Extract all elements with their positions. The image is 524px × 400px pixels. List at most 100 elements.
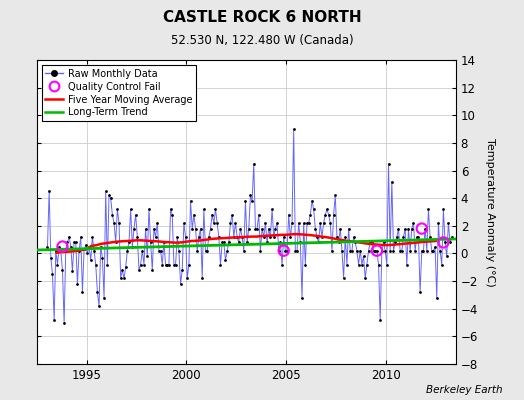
Point [238, 234, 246, 240]
Point [191, 225, 200, 232]
Point [65, 234, 73, 240]
Point [77, 234, 85, 240]
Point [126, 206, 135, 212]
Point [82, 242, 90, 248]
Point [83, 250, 92, 257]
Point [115, 220, 123, 226]
Point [350, 234, 358, 240]
Point [364, 248, 373, 254]
Point [356, 248, 364, 254]
Point [279, 248, 288, 254]
Point [426, 234, 434, 240]
Point [68, 268, 77, 275]
Point [100, 294, 108, 301]
Point [259, 234, 268, 240]
Point [429, 248, 438, 254]
Point [320, 220, 328, 226]
Point [424, 206, 433, 212]
Point [293, 248, 301, 254]
Point [373, 248, 381, 254]
Point [181, 234, 190, 240]
Point [300, 220, 308, 226]
Point [408, 225, 416, 232]
Point [223, 248, 232, 254]
Point [441, 239, 449, 246]
Point [348, 248, 356, 254]
Point [141, 225, 150, 232]
Point [253, 225, 261, 232]
Point [105, 192, 113, 199]
Point [361, 275, 369, 282]
Point [398, 248, 406, 254]
Point [48, 271, 57, 277]
Point [196, 225, 205, 232]
Point [208, 212, 216, 218]
Point [128, 243, 137, 250]
Point [256, 248, 265, 254]
Point [289, 126, 298, 132]
Point [409, 220, 418, 226]
Point [146, 239, 155, 246]
Point [243, 239, 252, 246]
Point [92, 261, 100, 268]
Point [301, 261, 310, 268]
Point [113, 206, 122, 212]
Point [132, 212, 140, 218]
Point [226, 220, 235, 226]
Point [138, 248, 147, 254]
Point [93, 289, 102, 295]
Point [414, 234, 423, 240]
Point [136, 261, 145, 268]
Point [316, 220, 324, 226]
Point [439, 239, 447, 246]
Point [381, 248, 389, 254]
Point [336, 225, 344, 232]
Point [187, 198, 195, 204]
Point [374, 261, 383, 268]
Point [443, 253, 451, 260]
Point [53, 261, 62, 268]
Point [198, 275, 206, 282]
Point [422, 248, 431, 254]
Point [330, 212, 338, 218]
Point [418, 225, 426, 232]
Point [200, 206, 208, 212]
Point [67, 243, 75, 250]
Point [183, 275, 191, 282]
Point [308, 198, 316, 204]
Point [203, 248, 211, 254]
Point [145, 206, 153, 212]
Point [266, 234, 275, 240]
Text: CASTLE ROCK 6 NORTH: CASTLE ROCK 6 NORTH [162, 10, 362, 25]
Point [434, 220, 443, 226]
Point [178, 267, 187, 273]
Point [88, 234, 96, 240]
Point [278, 261, 286, 268]
Point [366, 239, 374, 246]
Point [331, 192, 340, 199]
Point [265, 225, 273, 232]
Point [249, 160, 258, 167]
Point [220, 239, 228, 246]
Point [431, 243, 439, 250]
Point [368, 239, 376, 246]
Point [155, 248, 163, 254]
Point [446, 239, 454, 246]
Point [233, 234, 242, 240]
Point [95, 303, 103, 309]
Point [171, 261, 180, 268]
Point [51, 248, 60, 254]
Point [248, 198, 256, 204]
Point [72, 239, 80, 246]
Point [216, 261, 225, 268]
Point [50, 316, 58, 323]
Point [193, 248, 201, 254]
Point [43, 243, 52, 250]
Legend: Raw Monthly Data, Quality Control Fail, Five Year Moving Average, Long-Term Tren: Raw Monthly Data, Quality Control Fail, … [41, 65, 196, 121]
Point [213, 220, 221, 226]
Point [261, 220, 269, 226]
Point [148, 267, 157, 273]
Point [205, 234, 213, 240]
Point [140, 261, 148, 268]
Point [188, 225, 196, 232]
